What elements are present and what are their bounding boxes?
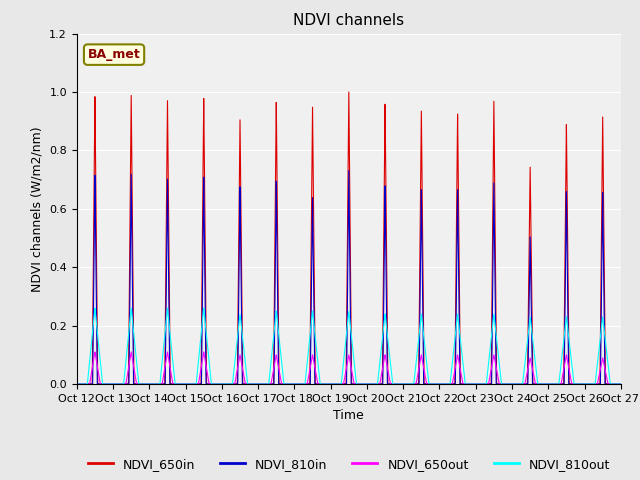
NDVI_650in [617,381,625,387]
NDVI_650out [339,381,347,387]
NDVI_810in [95,381,103,387]
NDVI_810in [73,381,81,387]
Line: NDVI_650in: NDVI_650in [77,92,621,384]
NDVI_810in [345,168,353,173]
NDVI_810in [588,381,596,387]
NDVI_650in [106,381,113,387]
NDVI_810in [617,381,625,387]
NDVI_650in [345,89,353,95]
NDVI_650out [617,381,625,387]
Y-axis label: NDVI channels (W/m2/nm): NDVI channels (W/m2/nm) [31,126,44,292]
Line: NDVI_810in: NDVI_810in [77,170,621,384]
NDVI_650in [95,381,103,387]
NDVI_810in [180,381,188,387]
NDVI_650out [95,376,103,382]
X-axis label: Time: Time [333,409,364,422]
NDVI_650out [127,349,135,355]
NDVI_810out [76,381,83,387]
Legend: NDVI_650in, NDVI_810in, NDVI_650out, NDVI_810out: NDVI_650in, NDVI_810in, NDVI_650out, NDV… [83,453,615,476]
Text: BA_met: BA_met [88,48,140,61]
Title: NDVI channels: NDVI channels [293,13,404,28]
NDVI_650out [180,381,188,387]
NDVI_810in [76,381,83,387]
Line: NDVI_810out: NDVI_810out [77,308,621,384]
NDVI_810out [180,381,188,387]
NDVI_650in [180,381,188,387]
NDVI_810in [106,381,113,387]
NDVI_810out [588,381,596,387]
NDVI_810out [73,381,81,387]
NDVI_650out [106,381,113,387]
NDVI_650in [73,381,81,387]
NDVI_810out [106,381,113,387]
NDVI_650out [76,381,83,387]
NDVI_810in [339,381,347,387]
NDVI_650in [588,381,596,387]
NDVI_650out [588,381,596,387]
NDVI_810out [617,381,625,387]
Line: NDVI_650out: NDVI_650out [77,352,621,384]
NDVI_650in [76,381,83,387]
NDVI_650in [339,381,347,387]
NDVI_810out [339,366,347,372]
NDVI_650out [73,381,81,387]
NDVI_810out [127,305,135,311]
NDVI_810out [95,349,103,355]
